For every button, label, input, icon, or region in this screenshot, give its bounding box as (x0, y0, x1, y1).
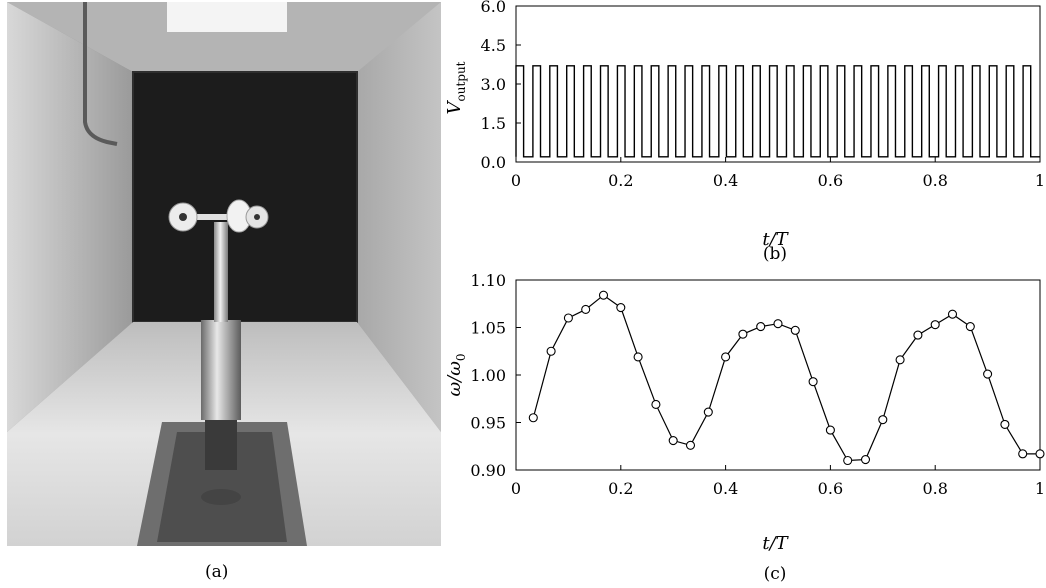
chart-b-xtick-label: 0.8 (922, 171, 947, 190)
chart-b-xtick-label: 0.2 (608, 171, 633, 190)
chart-b-square-wave-line (515, 65, 1040, 158)
chart-b-ytick-label: 6.0 (481, 0, 506, 16)
svg-text:ω/ω0: ω/ω0 (444, 353, 468, 396)
chart-c-xtick-label: 0.6 (818, 479, 843, 498)
chart-c-data-point (825, 425, 835, 435)
chart-c-data-point (843, 455, 853, 466)
chart-c-data-point (633, 352, 643, 362)
chart-b-xtick-label: 0 (511, 171, 521, 190)
chart-c-data-point (965, 322, 975, 332)
chart-c-data-point (773, 319, 783, 329)
chart-angular-velocity: 0 0.2 0.4 0.6 0.8 1 0.90 0.95 1.00 1.05 1.10 t/T ω… (444, 271, 1045, 584)
chart-c-ytick-label: 0.95 (470, 414, 506, 433)
chart-c-ylabel: ω/ω0 (444, 353, 468, 396)
chart-c-data-point (808, 377, 818, 387)
chart-c-series (528, 290, 1045, 466)
chart-b-xtick-label: 0.4 (713, 171, 738, 190)
panel-label-a: (a) (205, 562, 229, 582)
chart-c-xtick-label: 0 (511, 479, 521, 498)
chart-b-ytick-label: 3.0 (481, 75, 506, 94)
chart-c-data-point (895, 355, 905, 365)
chart-c-data-point (983, 369, 993, 379)
chart-c-series-line (532, 294, 1040, 462)
chart-c-data-point (878, 415, 888, 425)
chart-b-ytick-label: 1.5 (481, 114, 506, 133)
chart-c-data-point (1018, 449, 1028, 459)
anemometer-photo (7, 2, 441, 546)
chart-c-ytick-label: 1.00 (470, 366, 506, 385)
chart-c-data-point (685, 440, 696, 450)
chart-c-data-point (563, 313, 573, 323)
chart-c-data-point (616, 302, 626, 313)
chart-c-xlabel: t/T (762, 533, 789, 554)
chart-c-xtick-label: 0.8 (922, 479, 947, 498)
chart-c-data-point (913, 330, 923, 340)
chart-c-data-point (1000, 419, 1010, 429)
chart-b-tick-labels: 0 0.2 0.4 0.6 0.8 1 0.0 1.5 3.0 4.5 6.0 (481, 0, 1046, 190)
chart-c-data-point (528, 413, 538, 423)
chart-c-tick-labels: 0 0.2 0.4 0.6 0.8 1 0.90 0.95 1.00 1.05 1.10 (470, 271, 1045, 498)
chart-c-axes (515, 279, 1041, 471)
chart-c-plot-frame (515, 279, 1041, 471)
chart-c-data-point (738, 329, 748, 339)
panel-label-b: (b) (763, 244, 787, 262)
chart-c-data-point (1035, 449, 1045, 459)
chart-c-data-point (790, 325, 800, 335)
chart-c-data-point (860, 455, 871, 465)
chart-b-xtick-label: 1 (1035, 171, 1045, 190)
chart-b-series (515, 65, 1040, 158)
chart-c-data-point (947, 309, 958, 319)
chart-c-xtick-label: 0.4 (713, 479, 738, 498)
chart-c-ytick-label: 1.05 (470, 319, 506, 338)
chart-output-voltage: 0 0.2 0.4 0.6 0.8 1 0.0 1.5 3.0 4.5 6.0 t/T Voutpu… (444, 0, 1046, 262)
chart-b-xlabel: t/T (762, 229, 789, 250)
chart-c-ytick-label: 1.10 (470, 271, 506, 290)
anemometer-photo-image (7, 2, 441, 546)
chart-c-data-point (668, 436, 678, 446)
chart-c-data-point (598, 290, 609, 300)
chart-c-data-point (546, 346, 556, 356)
chart-b-xtick-label: 0.6 (818, 171, 843, 190)
chart-c-ytick-label: 0.90 (470, 461, 506, 480)
chart-c-data-point (930, 320, 940, 330)
panel-label-c: (c) (764, 564, 787, 584)
svg-text:Voutput: Voutput (444, 61, 468, 114)
chart-b-plot-frame (515, 5, 1041, 163)
chart-c-data-point (756, 322, 766, 332)
chart-c-xtick-label: 0.2 (608, 479, 633, 498)
chart-b-ytick-label: 0.0 (481, 153, 506, 172)
chart-c-data-point (651, 399, 661, 409)
chart-c-data-point (721, 352, 731, 362)
chart-c-data-point (703, 407, 713, 417)
chart-c-xtick-label: 1 (1035, 479, 1045, 498)
chart-b-ytick-label: 4.5 (481, 36, 506, 55)
chart-c-data-point (581, 304, 591, 315)
chart-b-axes (515, 5, 1041, 163)
chart-b-ylabel: Voutput (444, 61, 468, 114)
